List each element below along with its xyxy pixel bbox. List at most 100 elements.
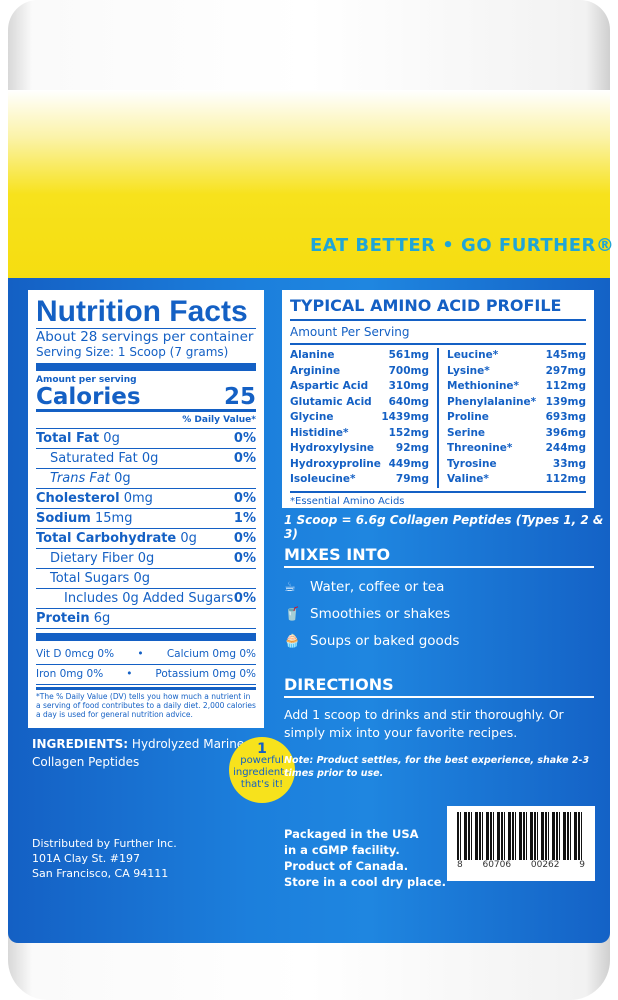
amino-name: Isoleucine* [290,473,356,485]
nutrient-label: Total Sugars 0g [36,569,150,588]
yellow-band [8,90,610,280]
barcode-bars [457,812,585,860]
nutrient-label: Includes 0g Added Sugars [36,589,233,608]
directions-note: Note: Product settles, for the best expe… [284,755,590,779]
cup-icon: ☕ [284,579,296,595]
nutrient-name: Sodium [36,511,91,526]
nutrient-name: Protein [36,611,90,626]
dv-header: % Daily Value* [36,412,256,429]
amino-name: Phenylalanine* [447,395,537,408]
bullet: • [137,648,144,660]
distributor-line: San Francisco, CA 94111 [32,867,169,880]
nutrient-dv: 0% [233,431,256,446]
amino-amount: 297mg [545,364,586,377]
barcode-digits: 9 [579,860,585,870]
barcode-digits: 8 [457,860,463,870]
nutrient-row: Includes 0g Added Sugars 0% [36,589,256,609]
nutrient-label: Trans Fat 0g [36,469,131,488]
calories-value: 25 [223,384,256,410]
amino-row: Leucine* 145mg [447,348,586,364]
mix-text: Soups or baked goods [310,633,460,649]
distributor-line: Distributed by Further Inc. [32,837,177,850]
origin-line: in a cGMP facility. [284,843,400,857]
nutrition-facts-panel: Nutrition Facts About 28 servings per co… [28,290,264,728]
nutrient-row: Total Sugars 0g [36,569,256,589]
amino-row: Serine 396mg [447,426,586,442]
nutrient-label: Sodium 15mg [36,509,132,528]
nutrient-name: Total Carbohydrate [36,531,177,546]
amino-amount: 1439mg [381,411,429,423]
distributor-line: 101A Clay St. #197 [32,852,141,865]
amino-amount: 700mg [388,364,429,377]
nutrient-row: Total Carbohydrate 0g 0% [36,529,256,549]
mix-text: Smoothies or shakes [310,606,451,622]
vitamin: Vit D 0mcg 0% [36,648,115,660]
mix-item: 🧁 Soups or baked goods [284,633,594,649]
slogan: EAT BETTER • GO FURTHER® [310,235,615,256]
directions-title: DIRECTIONS [284,675,594,698]
mineral: Calcium 0mg 0% [166,648,256,660]
amino-row: Hydroxyproline 449mg [290,457,429,473]
amino-amount: 396mg [545,426,586,439]
nutrient-amount: 6g [93,611,111,626]
amino-row: Lysine* 297mg [447,364,586,380]
amino-row: Isoleucine* 79mg [290,472,429,488]
amino-row: Methionine* 112mg [447,379,586,395]
amino-row: Histidine* 152mg [290,426,429,442]
mixes-title: MIXES INTO [284,545,594,568]
barcode-digits: 60706 [482,860,512,870]
nutrient-name: Dietary Fiber [50,551,134,566]
amino-name: Arginine [290,364,341,377]
amino-amount: 139mg [545,395,586,408]
amino-name: Methionine* [447,380,520,392]
nutrient-row: Saturated Fat 0g 0% [36,449,256,469]
amino-amount: 693mg [545,411,586,423]
amino-name: Hydroxylysine [290,442,375,454]
nutrient-dv: 0% [233,491,256,506]
amino-name: Threonine* [447,442,513,454]
amino-name: Valine* [447,473,489,485]
origin: Packaged in the USA in a cGMP facility. Pr… [284,826,446,890]
amino-amount: 449mg [388,457,429,470]
nutrient-dv: 0% [233,451,256,466]
amino-row: Hydroxylysine 92mg [290,441,429,457]
nutrient-row: Trans Fat 0g [36,469,256,489]
mix-item: 🥤 Smoothies or shakes [284,606,594,622]
nutrient-amount: 0g [141,451,159,466]
nutrient-label: Cholesterol 0mg [36,489,153,508]
nutrient-dv: 0% [233,531,256,546]
nutrient-name: Includes 0g Added Sugars [64,591,234,606]
amino-row: Valine* 112mg [447,472,586,488]
badge-number: 1 [257,741,267,757]
amino-amount: 244mg [545,442,586,454]
nutrient-label: Saturated Fat 0g [36,449,158,468]
amino-amount: 79mg [395,473,429,485]
vitamin-row: Vit D 0mcg 0% • Calcium 0mg 0% [36,645,256,665]
muffin-icon: 🧁 [284,633,301,649]
servings: About 28 servings per container [36,329,254,345]
amino-acid-panel: TYPICAL AMINO ACID PROFILE Amount Per Se… [282,290,594,508]
amino-name: Histidine* [290,426,349,439]
nutrient-dv: 0% [233,551,256,566]
amino-row: Glutamic Acid 640mg [290,395,429,411]
amino-name: Aspartic Acid [290,380,369,392]
nutrient-amount: 0mg [123,491,153,506]
nutrient-label: Dietary Fiber 0g [36,549,154,568]
amino-amount: 112mg [545,473,586,485]
nutrient-name: Total Fat [36,431,100,446]
amino-amount: 640mg [388,395,429,408]
amino-name: Hydroxyproline [290,457,381,470]
nutrient-name: Cholesterol [36,491,120,506]
amount-per: Amount per serving [36,375,137,385]
nutrient-amount: 0g [180,531,197,546]
amino-row: Aspartic Acid 310mg [290,379,429,395]
amino-row: Phenylalanine* 139mg [447,395,586,411]
amino-row: Tyrosine 33mg [447,457,586,473]
mix-text: Water, coffee or tea [310,579,445,595]
amino-name: Alanine [290,349,335,361]
mix-item: ☕ Water, coffee or tea [284,579,594,595]
amino-name: Leucine* [447,349,499,361]
directions-text: Add 1 scoop to drinks and stir thoroughl… [284,707,564,740]
ingredients-label: INGREDIENTS: [32,737,129,751]
amino-amount: 145mg [545,349,586,361]
